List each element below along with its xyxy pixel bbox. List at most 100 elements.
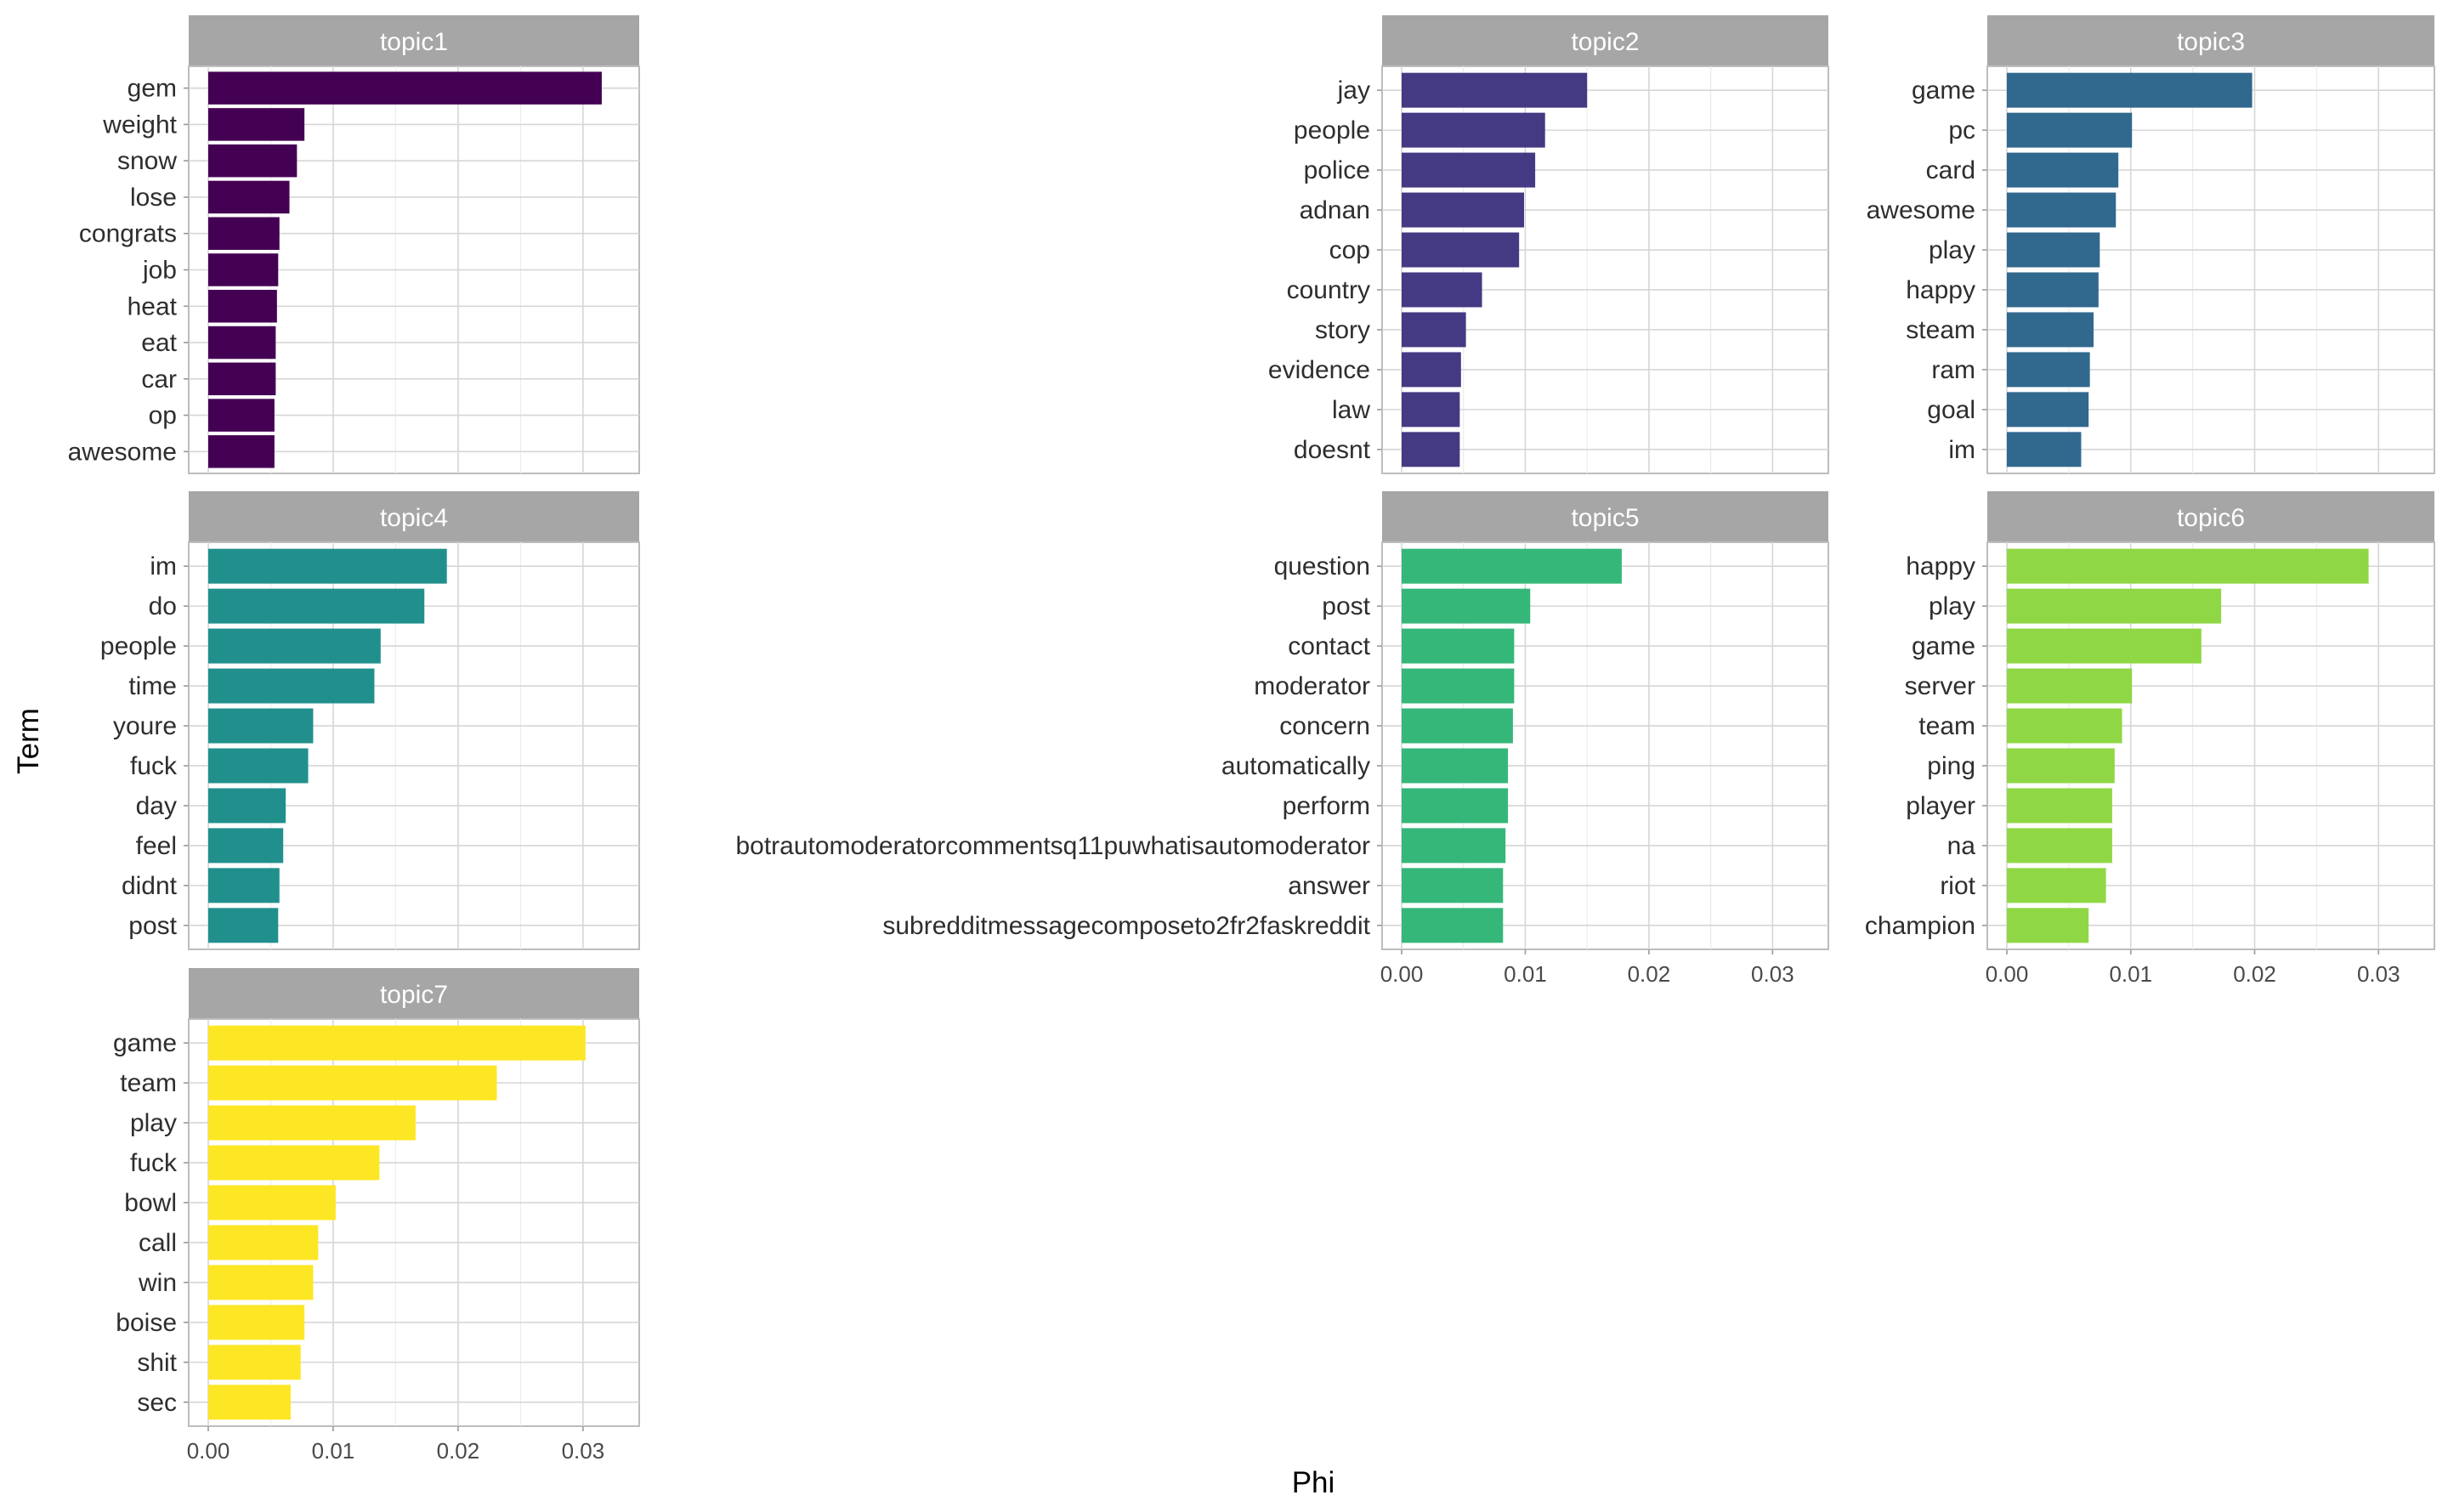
bar-topic5-moderator [1402, 668, 1515, 704]
term-label: post [128, 912, 177, 940]
term-label: sec [137, 1389, 177, 1417]
bar-topic6-riot [2007, 868, 2106, 903]
bar-topic7-fuck [208, 1145, 380, 1181]
term-label: day [136, 792, 177, 820]
facet-title: topic6 [2177, 504, 2245, 532]
term-label: awesome [1867, 196, 1975, 224]
bar-topic7-sec [208, 1385, 291, 1420]
term-label: story [1315, 316, 1370, 344]
term-label: lose [130, 184, 177, 212]
x-tick-label: 0.02 [2233, 961, 2276, 987]
term-label: subredditmessagecomposeto2fr2faskreddit [882, 912, 1370, 940]
term-label: time [128, 672, 177, 700]
term-label: play [1929, 236, 1975, 264]
bar-topic4-people [208, 628, 381, 664]
facet-title: topic4 [380, 504, 448, 532]
term-label: post [1322, 592, 1370, 620]
bar-topic4-fuck [208, 748, 309, 784]
term-label: im [150, 552, 177, 580]
term-label: happy [1906, 552, 1975, 580]
bar-topic4-didnt [208, 868, 280, 903]
facet-topic3: topic3 game pc card awesome play happy steam ram… [1867, 15, 2435, 474]
bar-topic5-subredditmessagecomposeto2fr2faskreddit [1402, 908, 1504, 943]
facet-strip [1987, 15, 2434, 66]
bar-topic3-awesome [2007, 192, 2116, 228]
term-label: country [1287, 276, 1370, 304]
term-label: play [1929, 592, 1975, 620]
bar-topic2-police [1402, 152, 1536, 188]
bar-topic1-weight [208, 108, 305, 141]
term-label: didnt [122, 872, 178, 900]
bar-topic6-na [2007, 828, 2112, 864]
term-label: game [1912, 76, 1975, 105]
x-tick-label: 0.03 [2357, 961, 2400, 987]
term-label: snow [117, 147, 177, 175]
bar-topic7-team [208, 1065, 497, 1101]
bar-topic6-team [2007, 708, 2122, 744]
facet-title: topic5 [1571, 504, 1639, 532]
term-label: win [138, 1269, 177, 1297]
bar-topic6-ping [2007, 748, 2115, 784]
bar-topic2-cop [1402, 232, 1520, 268]
bar-topic6-happy [2007, 548, 2369, 584]
x-tick-label: 0.02 [1628, 961, 1671, 987]
term-label: boise [116, 1309, 177, 1337]
x-tick-label: 0.00 [1380, 961, 1424, 987]
term-label: op [149, 402, 177, 430]
term-label: jay [1337, 76, 1370, 105]
bar-topic5-answer [1402, 868, 1504, 903]
term-label: fuck [130, 752, 178, 780]
facet-topic6: topic6 happy play game server team ping player n… [1865, 491, 2435, 987]
bar-topic1-job [208, 253, 279, 286]
term-label: server [1905, 672, 1975, 700]
x-tick-label: 0.03 [562, 1438, 605, 1464]
bar-topic3-steam [2007, 312, 2094, 348]
bar-topic1-congrats [208, 217, 280, 250]
y-axis-title: Term [12, 708, 45, 774]
bar-topic2-adnan [1402, 192, 1524, 228]
term-label: automatically [1221, 752, 1370, 780]
bar-topic2-doesnt [1402, 432, 1460, 467]
bar-topic3-card [2007, 152, 2119, 188]
bar-topic4-im [208, 548, 447, 584]
facet-title: topic1 [380, 28, 448, 56]
term-label: answer [1288, 872, 1370, 900]
bar-topic4-post [208, 908, 279, 943]
term-label: youre [113, 712, 177, 740]
term-label: eat [141, 329, 177, 357]
bar-topic3-goal [2007, 392, 2089, 428]
bar-topic5-botrautomoderatorcommentsq11puwhatisautomoderator [1402, 828, 1506, 864]
x-axis-title: Phi [1292, 1466, 1335, 1499]
term-label: champion [1865, 912, 1975, 940]
term-label: pc [1948, 116, 1975, 144]
bar-topic3-game [2007, 72, 2252, 108]
bar-topic6-champion [2007, 908, 2089, 943]
bar-topic3-play [2007, 232, 2100, 268]
bar-topic2-jay [1402, 72, 1588, 108]
term-label: play [130, 1109, 177, 1137]
bar-topic7-boise [208, 1305, 305, 1340]
term-label: doesnt [1294, 436, 1371, 464]
term-label: do [149, 592, 177, 620]
x-tick-label: 0.01 [1504, 961, 1547, 987]
term-label: botrautomoderatorcommentsq11puwhatisauto… [735, 832, 1370, 860]
bar-topic4-youre [208, 708, 314, 744]
bar-topic4-feel [208, 828, 284, 864]
bar-topic3-happy [2007, 272, 2099, 308]
facet-title: topic3 [2177, 28, 2245, 56]
facet-strip [1382, 491, 1828, 542]
facet-title: topic2 [1571, 28, 1639, 56]
term-label: team [1918, 712, 1975, 740]
term-label: player [1906, 792, 1975, 820]
bar-topic1-snow [208, 144, 298, 178]
bar-topic7-win [208, 1265, 314, 1300]
facet-strip [1382, 15, 1828, 66]
term-label: question [1274, 552, 1370, 580]
bar-topic1-gem [208, 71, 602, 105]
bar-topic1-awesome [208, 435, 275, 468]
term-label: fuck [130, 1149, 178, 1177]
bar-topic4-time [208, 668, 375, 704]
term-label: na [1947, 832, 1976, 860]
facet-topic1: topic1 gem weight snow lose congrats job heat ea… [68, 15, 640, 474]
